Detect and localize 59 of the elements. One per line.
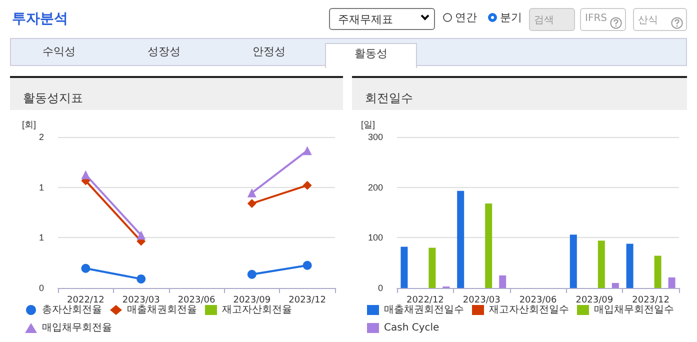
bar [626,244,634,288]
bar [654,256,662,288]
bar [612,282,619,288]
y-tick-label: 2 [38,132,44,142]
legend-label: 재고자산회전일수 [489,304,569,316]
x-tick-label: 2022/12 [67,296,104,306]
chart-title: 회전일수 [365,91,413,105]
point [81,170,90,180]
bar [400,246,408,288]
legend-label: 총자산회전율 [42,304,102,316]
point [247,270,256,279]
point [302,260,312,270]
x-tick-label: 2023/03 [122,296,160,306]
bar [499,275,506,288]
select-field: 주재무제표 [329,8,435,30]
chart-title: 활동성지표 [23,91,83,105]
y-tick-label: 100 [368,232,383,243]
y-tick-label: 1 [38,182,44,192]
x-tick-label: 2023/09 [576,296,614,306]
x-tick-label: 2023/12 [632,296,670,306]
y-tick-label: 0 [378,283,383,293]
point [81,264,90,273]
x-tick-label: 2022/12 [406,296,444,306]
bar [457,190,464,288]
text: 투자분석 [12,10,68,28]
button: IFRS [580,8,626,31]
y-tick-label: 200 [368,182,383,192]
legend-label: 매출채권회전일수 [384,304,464,316]
point [247,198,256,208]
text: 연간 [455,10,477,25]
button: 산식 [633,8,687,31]
x-tick-label: 2023/09 [233,296,271,306]
bar [668,277,676,288]
y-tick-label: 300 [368,132,383,142]
x-tick-label: 2023/06 [178,296,216,306]
legend-label: 매입채무회전일수 [594,304,674,316]
y-tick-label: 1 [38,232,44,243]
y-axis-title: [일] [360,120,375,130]
text: 분기 [500,10,522,25]
tab-bar: 수익성 성장성 안정성 활동성 [10,38,687,66]
legend-label: 매입채무회전율 [42,322,112,334]
bar [570,234,577,288]
point [136,274,146,284]
bar [428,248,436,288]
legend-label: Cash Cycle [384,322,440,334]
legend-label: 재고자산회전율 [222,304,292,316]
point [247,188,256,198]
y-tick-label: 0 [38,283,44,293]
button: 검색 [529,8,575,31]
legend-label: 매출채권회전율 [127,304,197,316]
y-axis-title: [회] [22,120,36,130]
point [136,230,146,240]
bar [485,203,492,288]
point [302,180,312,190]
point [302,146,312,156]
x-tick-label: 2023/03 [462,296,500,306]
x-tick-label: 2023/06 [519,296,557,306]
bar [598,240,605,288]
x-tick-label: 2023/12 [288,296,326,306]
